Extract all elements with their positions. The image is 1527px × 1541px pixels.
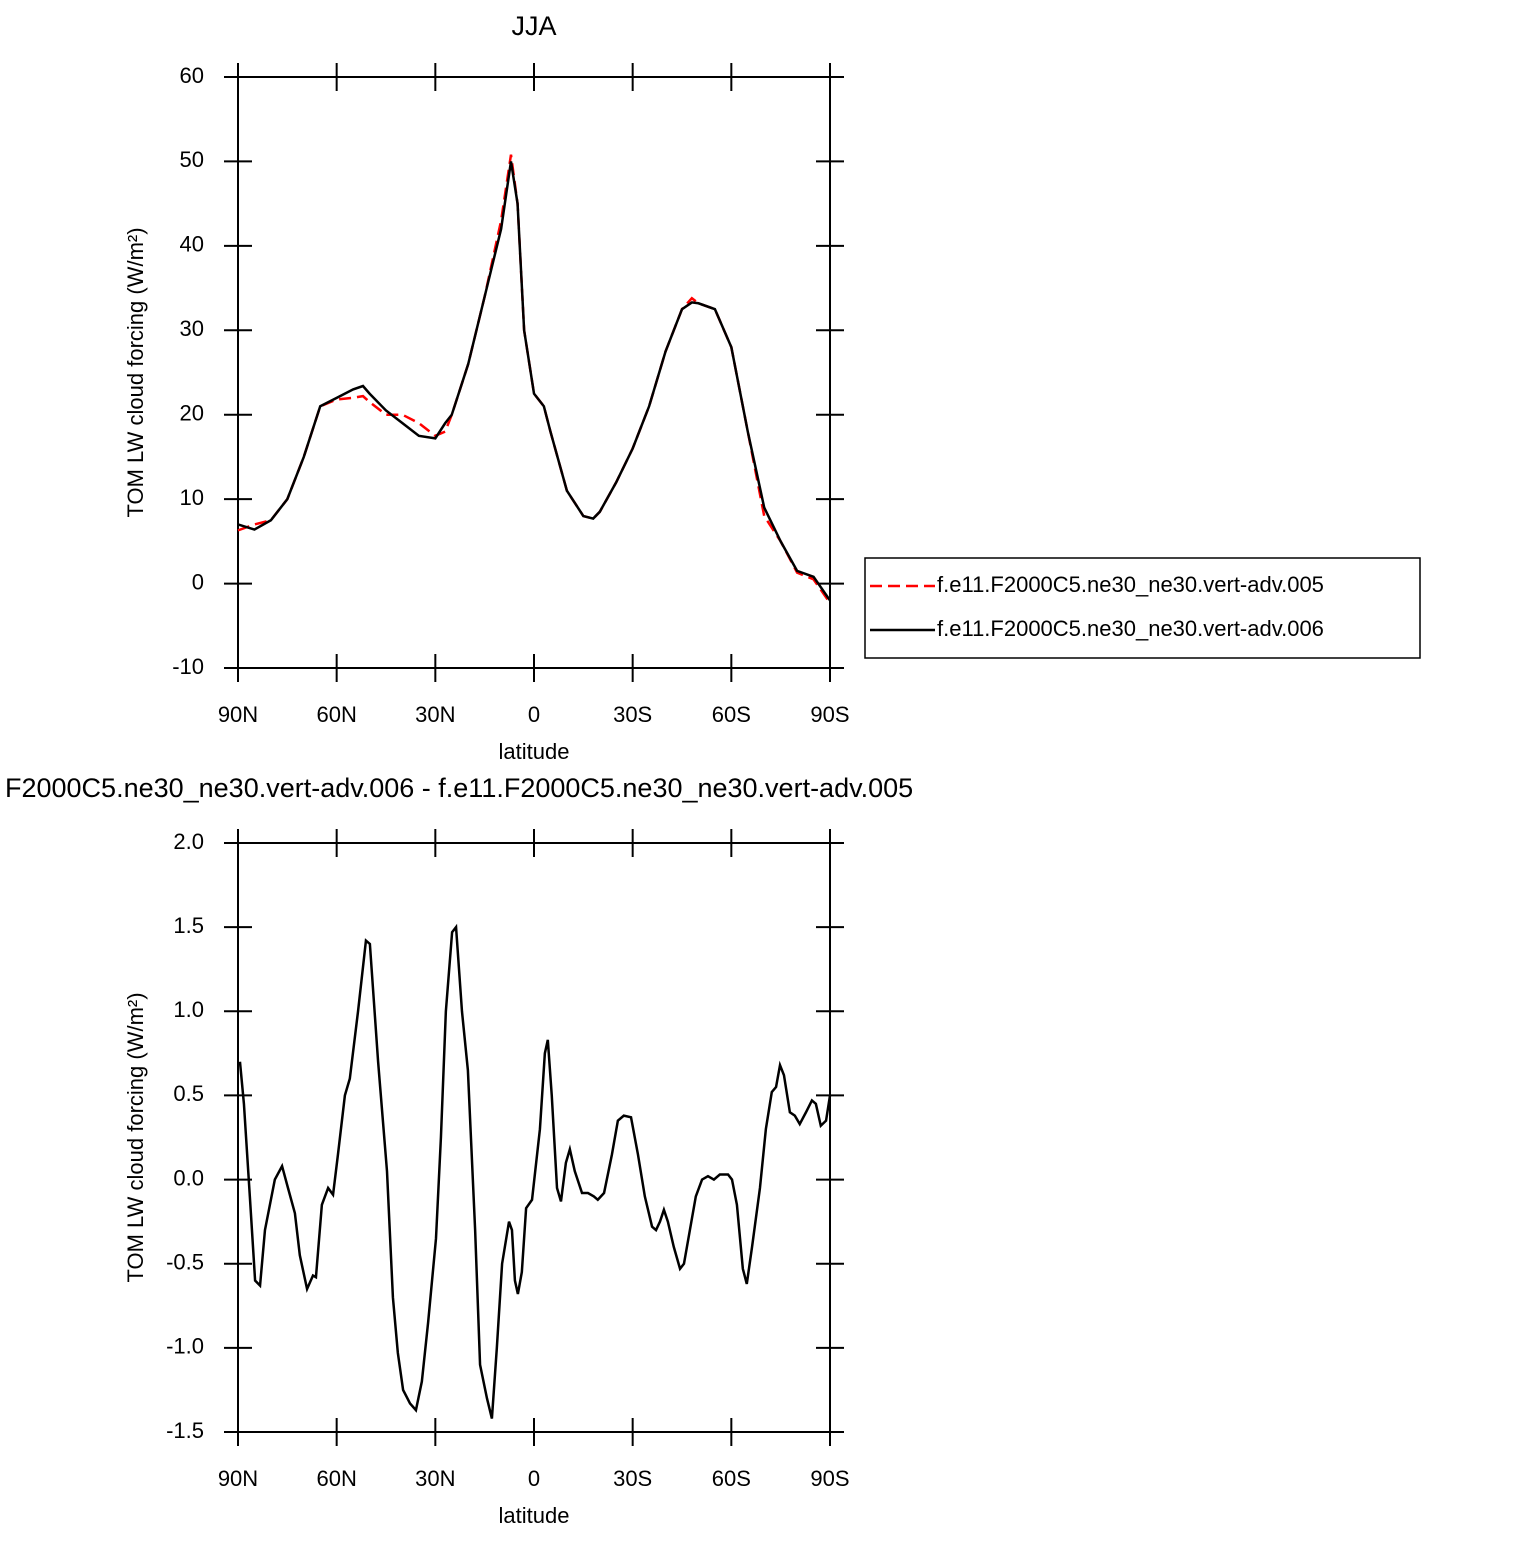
y-tick-label: 50: [180, 147, 204, 172]
y-axis-label: TOM LW cloud forcing (W/m²): [123, 992, 148, 1282]
y-tick-label: 40: [180, 232, 204, 257]
x-tick-label: 90S: [810, 1466, 849, 1491]
x-axis-label: latitude: [499, 739, 570, 764]
y-tick-label: 10: [180, 485, 204, 510]
y-tick-label: -1.5: [166, 1418, 204, 1443]
y-tick-label: 30: [180, 316, 204, 341]
y-tick-label: 1.0: [173, 997, 204, 1022]
y-tick-label: 0: [192, 569, 204, 594]
x-tick-label: 90S: [810, 702, 849, 727]
data-line: [237, 154, 832, 604]
legend-label: f.e11.F2000C5.ne30_ne30.vert-adv.005: [937, 572, 1324, 597]
y-tick-label: 0.5: [173, 1081, 204, 1106]
x-tick-label: 60S: [712, 702, 751, 727]
y-tick-label: -0.5: [166, 1250, 204, 1275]
x-axis-label: latitude: [499, 1503, 570, 1528]
data-line: [238, 923, 832, 1419]
y-tick-label: 2.0: [173, 829, 204, 854]
chart-title: JJA: [511, 11, 556, 41]
x-tick-label: 90N: [218, 702, 258, 727]
y-tick-label: -10: [172, 654, 204, 679]
y-axis-label: TOM LW cloud forcing (W/m²): [123, 227, 148, 517]
x-tick-label: 30S: [613, 1466, 652, 1491]
x-tick-label: 90N: [218, 1466, 258, 1491]
y-tick-label: 60: [180, 63, 204, 88]
x-tick-label: 60S: [712, 1466, 751, 1491]
x-tick-label: 30N: [415, 702, 455, 727]
x-tick-label: 30S: [613, 702, 652, 727]
legend-box: [864, 557, 1421, 659]
x-tick-label: 60N: [316, 1466, 356, 1491]
x-tick-label: 0: [528, 702, 540, 727]
data-line: [237, 161, 832, 602]
chart-title: F2000C5.ne30_ne30.vert-adv.006 - f.e11.F…: [5, 773, 913, 803]
y-tick-label: -1.0: [166, 1334, 204, 1359]
x-tick-label: 60N: [316, 702, 356, 727]
legend-label: f.e11.F2000C5.ne30_ne30.vert-adv.006: [937, 616, 1324, 641]
x-tick-label: 0: [528, 1466, 540, 1491]
plot-frame: [237, 76, 831, 669]
y-tick-label: 20: [180, 401, 204, 426]
y-tick-label: 0.0: [173, 1165, 204, 1190]
y-tick-label: 1.5: [173, 913, 204, 938]
plot-frame: [237, 842, 831, 1433]
x-tick-label: 30N: [415, 1466, 455, 1491]
